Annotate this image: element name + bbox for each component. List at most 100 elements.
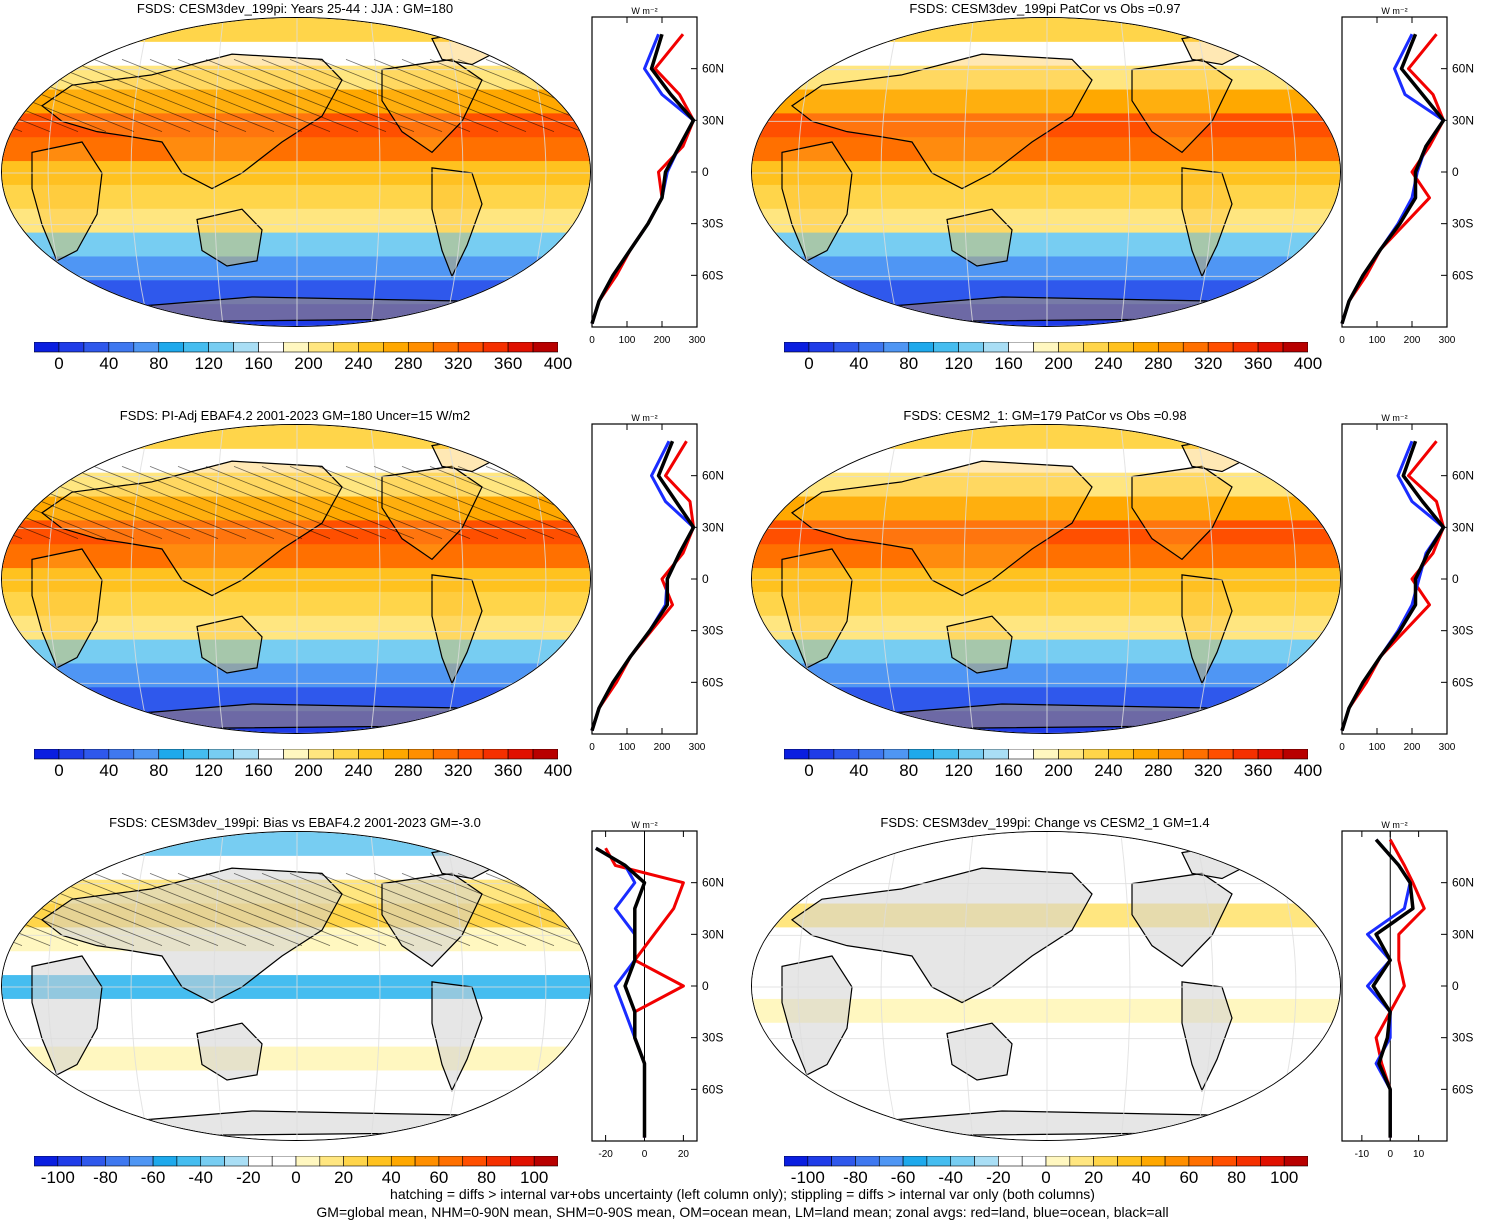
colorbar: 0 40 80 120 160 200 240 280 320 360 400 (33, 340, 572, 380)
colorbar-swatch (507, 341, 534, 353)
map-projection (1, 17, 591, 327)
panel-title: FSDS: CESM3dev_199pi: Years 25-44 : JJA … (136, 1, 454, 16)
colorbar-tick-label: 120 (194, 354, 223, 373)
zonal-line-ocean (1340, 33, 1445, 325)
zonal-line-ocean (590, 33, 695, 325)
zonal-line-all (1340, 33, 1446, 325)
colorbar-swatch (883, 341, 910, 353)
colorbar-swatch (807, 1155, 832, 1167)
zonal-line-ocean (590, 440, 695, 732)
colorbar-swatch (1140, 1155, 1166, 1167)
colorbar-tick-label: 40 (1131, 1168, 1151, 1187)
colorbar-swatch (432, 748, 459, 760)
colorbar-swatch (878, 1155, 904, 1167)
colorbar-tick-label: 240 (1094, 761, 1123, 780)
colorbar: 0 40 80 120 160 200 240 280 320 360 400 (783, 340, 1322, 380)
colorbar-swatch (432, 341, 459, 353)
zonal-x-tick-label: 300 (689, 335, 706, 346)
colorbar-swatch (1093, 1155, 1118, 1167)
map-projection (751, 831, 1341, 1141)
colorbar-swatch (486, 1155, 511, 1167)
colorbar-swatch (482, 341, 509, 353)
colorbar-swatch (295, 1155, 321, 1167)
colorbar-tick-label: 80 (899, 354, 919, 373)
colorbar-tick-label: 320 (1194, 354, 1223, 373)
colorbar-swatch (1182, 748, 1209, 760)
zonal-lat-label: 30S (702, 624, 723, 638)
zonal-x-tick-label: 300 (1439, 335, 1456, 346)
colorbar-swatch (133, 748, 160, 760)
colorbar-tick-label: 40 (849, 761, 869, 780)
map-projection (751, 17, 1341, 327)
colorbar-tick-label: -80 (93, 1168, 118, 1187)
colorbar-swatch (105, 1155, 130, 1167)
zonal-unit-label: W m⁻² (631, 6, 657, 16)
map-projection (1, 831, 591, 1141)
colorbar-tick-label: 0 (804, 761, 814, 780)
zonal-mean-plot: W m⁻² 0 100 200 300 60N 30N 0 30S 60S (589, 413, 742, 769)
colorbar-swatch (233, 341, 259, 353)
colorbar-tick-label: 280 (394, 354, 423, 373)
zonal-mean-plot: W m⁻² -10 0 10 60N 30N 0 30S 60S (1341, 820, 1485, 1176)
colorbar-tick-label: -20 (986, 1168, 1011, 1187)
zonal-x-tick-label: 100 (619, 742, 636, 753)
colorbar-swatch (783, 341, 810, 353)
colorbar-tick-label: -20 (236, 1168, 261, 1187)
zonal-line-all (1371, 838, 1415, 1138)
colorbar-tick-label: 120 (944, 761, 973, 780)
panel-title: FSDS: CESM3dev_199pi PatCor vs Obs =0.97 (909, 1, 1181, 16)
colorbar-swatch (258, 748, 284, 760)
colorbar-swatch (908, 748, 935, 760)
zonal-x-tick-label: 100 (1369, 335, 1386, 346)
zonal-mean-plot: W m⁻² 0 100 200 300 60N 30N 0 30S 60S (1339, 413, 1485, 769)
colorbar-tick-label: 0 (54, 354, 64, 373)
colorbar-tick-label: 200 (294, 354, 323, 373)
zonal-unit-label: W m⁻² (1381, 820, 1407, 830)
colorbar-tick-label: 160 (244, 354, 273, 373)
zonal-x-tick-label: 200 (1404, 742, 1421, 753)
zonal-lat-label: 60S (702, 1082, 723, 1096)
zonal-x-tick-label: 0 (1339, 742, 1345, 753)
colorbar-swatch (1260, 1155, 1285, 1167)
colorbar-swatch (1212, 1155, 1237, 1167)
colorbar-swatch (1008, 341, 1034, 353)
colorbar-tick-label: 280 (394, 761, 423, 780)
colorbar-tick-label: 400 (1293, 354, 1323, 373)
colorbar-swatch (510, 1155, 535, 1167)
colorbar-tick-label: 160 (994, 761, 1023, 780)
colorbar-swatch (1207, 748, 1234, 760)
colorbar-swatch (933, 748, 959, 760)
colorbar: 0 40 80 120 160 200 240 280 320 360 400 (33, 747, 572, 787)
zonal-line-all (1340, 440, 1446, 732)
colorbar-tick-label: 40 (99, 761, 119, 780)
colorbar-swatch (200, 1155, 225, 1167)
colorbar-swatch (1033, 341, 1059, 353)
colorbar: -100 -80 -60 -40 -20 0 20 40 60 80 100 (33, 1154, 559, 1194)
colorbar-swatch (158, 748, 185, 760)
zonal-mean-plot: W m⁻² 0 100 200 300 60N 30N 0 30S 60S (1339, 6, 1485, 362)
zonal-lat-label: 30N (702, 520, 724, 534)
colorbar-swatch (33, 341, 60, 353)
footer-line-2: GM=global mean, NHM=0-90N mean, SHM=0-90… (316, 1204, 1169, 1220)
colorbar-swatch (333, 341, 359, 353)
colorbar-swatch (1117, 1155, 1142, 1167)
colorbar-swatch (414, 1155, 440, 1167)
colorbar-tick-label: 20 (334, 1168, 354, 1187)
colorbar-swatch (58, 748, 85, 760)
colorbar-tick-label: -60 (890, 1168, 916, 1187)
colorbar-swatch (1157, 748, 1184, 760)
colorbar-swatch (974, 1155, 999, 1167)
colorbar-tick-label: 80 (149, 354, 169, 373)
colorbar-swatch (1232, 341, 1259, 353)
zonal-lat-label: 30S (702, 1031, 723, 1045)
zonal-mean-plot: W m⁻² 0 100 200 300 60N 30N 0 30S 60S (589, 6, 742, 362)
colorbar-tick-label: 40 (849, 354, 869, 373)
colorbar-swatch (308, 748, 334, 760)
zonal-x-tick-label: 0 (589, 742, 595, 753)
colorbar-swatch (1108, 341, 1134, 353)
panel-title: FSDS: PI-Adj EBAF4.2 2001-2023 GM=180 Un… (119, 408, 471, 423)
colorbar-swatch (308, 341, 334, 353)
zonal-unit-label: W m⁻² (631, 820, 657, 830)
zonal-lat-label: 60N (1452, 876, 1474, 890)
colorbar-swatch (533, 1155, 559, 1167)
